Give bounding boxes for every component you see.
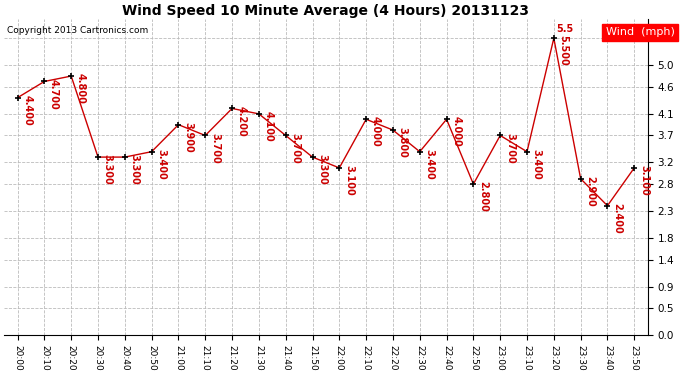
Text: 3.400: 3.400 — [424, 149, 435, 180]
Text: 2.400: 2.400 — [612, 203, 622, 234]
Text: 5.500: 5.500 — [558, 36, 569, 66]
Text: 3.100: 3.100 — [639, 165, 649, 196]
Title: Wind Speed 10 Minute Average (4 Hours) 20131123: Wind Speed 10 Minute Average (4 Hours) 2… — [122, 4, 529, 18]
Text: 3.300: 3.300 — [317, 154, 327, 185]
Text: 4.800: 4.800 — [76, 73, 86, 104]
Text: 2.800: 2.800 — [478, 182, 488, 212]
Text: 3.700: 3.700 — [290, 133, 300, 164]
Text: 3.100: 3.100 — [344, 165, 354, 196]
Text: 4.000: 4.000 — [451, 117, 462, 147]
Text: 4.400: 4.400 — [22, 95, 32, 126]
Text: 5.5: 5.5 — [556, 24, 573, 34]
Text: Wind  (mph): Wind (mph) — [606, 27, 675, 38]
Text: 2.900: 2.900 — [585, 176, 595, 207]
Text: Copyright 2013 Cartronics.com: Copyright 2013 Cartronics.com — [7, 26, 148, 35]
Text: 3.400: 3.400 — [532, 149, 542, 180]
Text: 4.200: 4.200 — [237, 106, 247, 136]
Text: 4.100: 4.100 — [264, 111, 274, 142]
Text: 4.700: 4.700 — [49, 79, 59, 110]
Text: 3.700: 3.700 — [505, 133, 515, 164]
Text: 3.900: 3.900 — [183, 122, 193, 153]
Text: 3.300: 3.300 — [103, 154, 112, 185]
Text: 3.300: 3.300 — [130, 154, 139, 185]
Text: 4.000: 4.000 — [371, 117, 381, 147]
Text: 3.700: 3.700 — [210, 133, 220, 164]
Text: 3.800: 3.800 — [397, 127, 408, 158]
Text: 3.400: 3.400 — [157, 149, 166, 180]
